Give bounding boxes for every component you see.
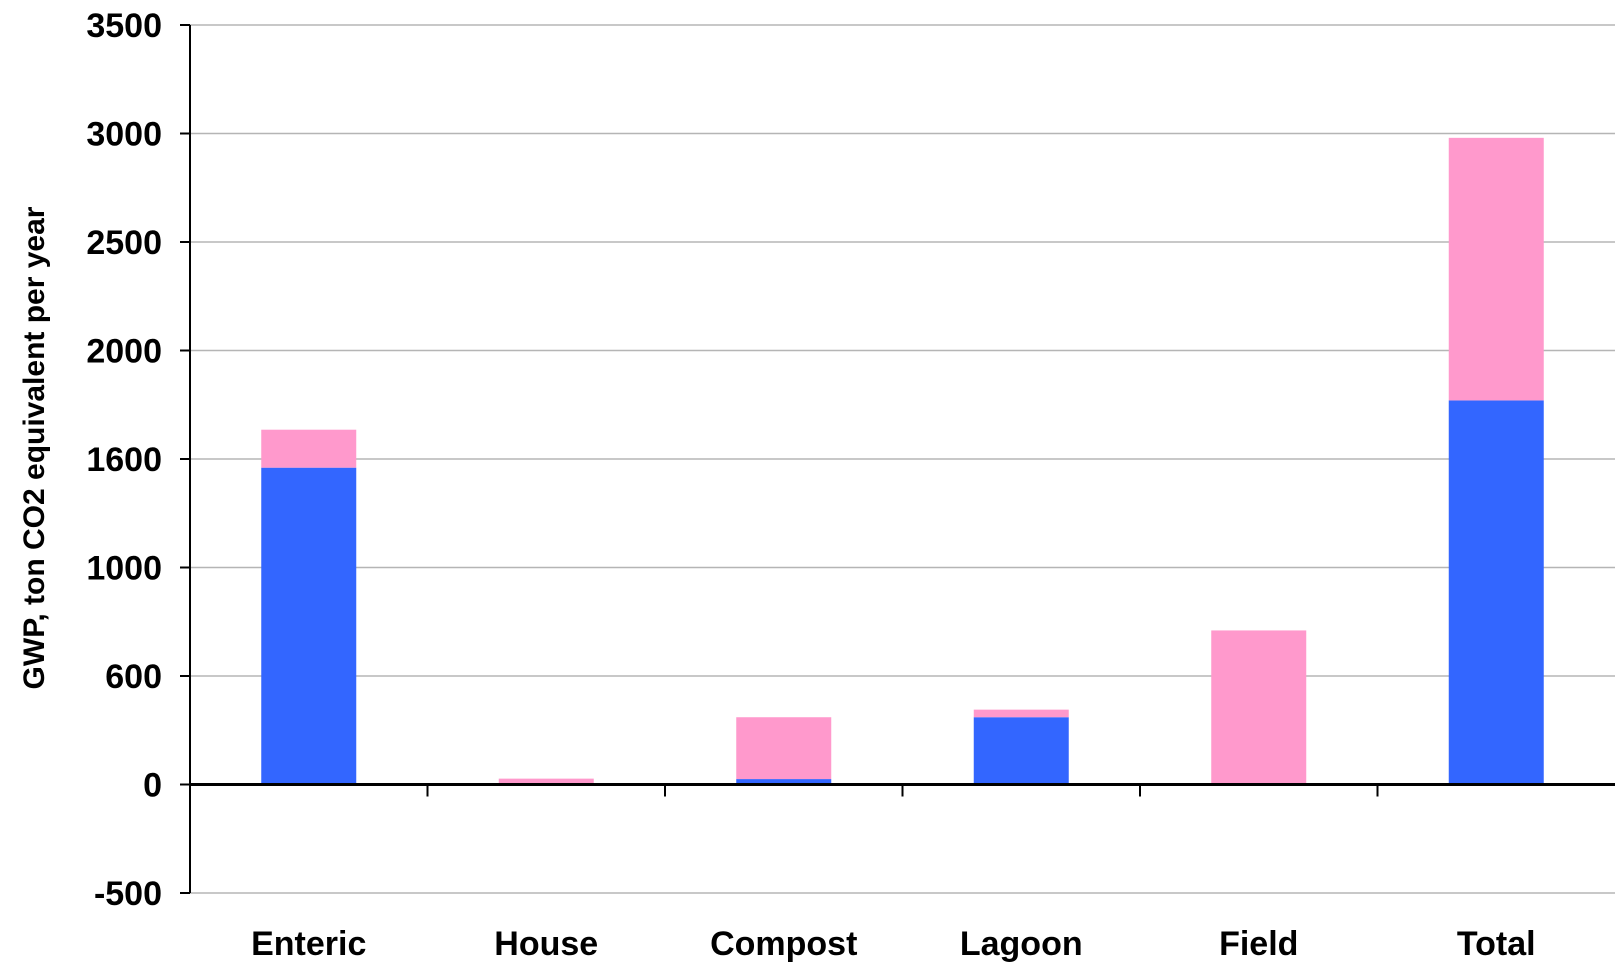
y-tick-label: 1600 [86, 441, 162, 479]
x-category-label: Enteric [251, 925, 366, 963]
bar-segment-field-series-2 [1211, 630, 1307, 785]
x-category-label: Total [1457, 925, 1536, 963]
x-category-label: Compost [710, 925, 857, 963]
y-tick-label: 2500 [86, 224, 162, 262]
bar-segment-enteric-series-2 [261, 429, 357, 468]
x-category-label: House [494, 925, 598, 963]
y-axis-title: GWP, ton CO2 equivalent per year [18, 206, 51, 689]
y-tick-label: 1000 [86, 550, 162, 588]
y-tick-label: 0 [143, 767, 162, 805]
bar-segment-lagoon-series-1 [973, 717, 1069, 785]
y-tick-label: 2000 [86, 333, 162, 371]
gridlines [190, 24, 1615, 894]
labels: -500 0 600 1000 1600 2000 2500 3000 3500 Enteric H… [86, 7, 1535, 963]
bar-segment-compost-series-2 [736, 717, 832, 780]
y-tick-label: 600 [105, 658, 162, 696]
x-category-label: Lagoon [960, 925, 1083, 963]
bars [261, 137, 1544, 785]
axes [180, 24, 1615, 894]
bar-segment-total-series-1 [1448, 400, 1544, 785]
x-category-label: Field [1219, 925, 1298, 963]
bar-segment-enteric-series-1 [261, 467, 357, 785]
y-tick-label: -500 [94, 875, 162, 913]
y-tick-label: 3500 [86, 7, 162, 45]
bar-segment-house-series-2 [498, 778, 594, 784]
bar-segment-lagoon-series-2 [973, 709, 1069, 718]
bar-segment-total-series-2 [1448, 137, 1544, 401]
y-tick-label: 3000 [86, 116, 162, 154]
bar-segment-compost-series-1 [736, 779, 832, 785]
